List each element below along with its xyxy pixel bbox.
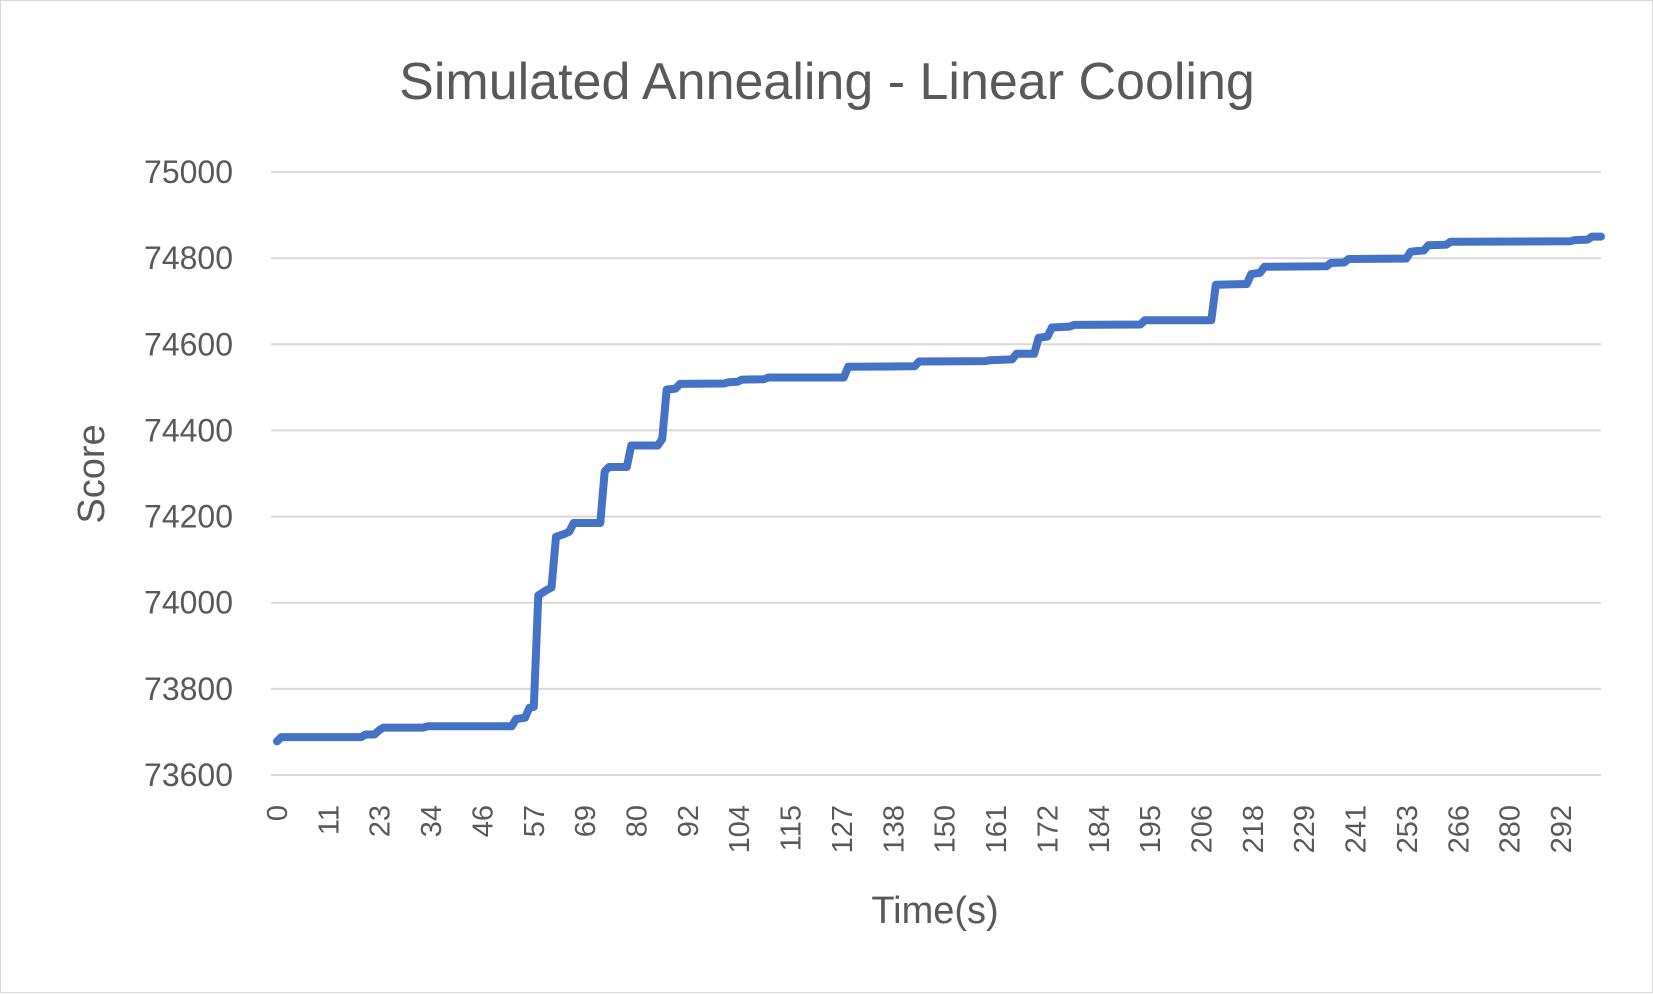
y-tick-label: 73600 <box>144 757 233 793</box>
x-tick-label: 46 <box>467 805 499 837</box>
x-axis-ticks: 0 11 23 34 46 57 69 80 92 104 115 127 138 150 161 172 18… <box>262 805 1578 853</box>
x-tick-label: 104 <box>724 805 756 853</box>
y-axis-ticks: 75000 74800 74600 74400 74200 74000 73800 73600 <box>144 154 233 793</box>
x-tick-label: 92 <box>673 805 705 837</box>
x-tick-label: 218 <box>1238 805 1270 853</box>
x-tick-label: 253 <box>1392 805 1424 853</box>
y-axis-title: Score <box>71 424 113 523</box>
x-axis-title: Time(s) <box>871 890 998 932</box>
x-tick-label: 115 <box>776 805 808 851</box>
y-tick-label: 75000 <box>144 154 233 190</box>
x-tick-label: 161 <box>981 805 1013 853</box>
y-tick-label: 74200 <box>144 499 233 535</box>
x-tick-label: 195 <box>1135 805 1167 853</box>
y-tick-label: 73800 <box>144 671 233 707</box>
x-tick-label: 266 <box>1443 805 1475 853</box>
x-tick-label: 0 <box>262 805 294 821</box>
y-tick-label: 74000 <box>144 585 233 621</box>
x-tick-label: 80 <box>622 805 654 837</box>
chart-title: Simulated Annealing - Linear Cooling <box>399 53 1255 111</box>
x-tick-label: 127 <box>827 805 859 853</box>
y-tick-label: 74600 <box>144 326 233 362</box>
x-tick-label: 34 <box>416 805 448 837</box>
series-line <box>273 232 1605 746</box>
x-tick-label: 292 <box>1546 805 1578 853</box>
series-layer <box>273 232 1605 746</box>
x-tick-label: 280 <box>1495 805 1527 853</box>
x-tick-label: 150 <box>930 805 962 853</box>
x-tick-label: 184 <box>1084 805 1116 853</box>
x-tick-label: 11 <box>313 805 345 835</box>
x-tick-label: 206 <box>1186 805 1218 853</box>
x-tick-label: 69 <box>570 805 602 837</box>
x-tick-label: 172 <box>1032 805 1064 853</box>
y-tick-label: 74400 <box>144 412 233 448</box>
gridlines <box>271 171 1601 776</box>
x-tick-label: 23 <box>365 805 397 837</box>
x-tick-label: 229 <box>1289 805 1321 853</box>
x-tick-label: 57 <box>519 805 551 837</box>
x-tick-label: 138 <box>878 805 910 853</box>
y-tick-label: 74800 <box>144 240 233 276</box>
x-tick-label: 241 <box>1341 805 1373 853</box>
